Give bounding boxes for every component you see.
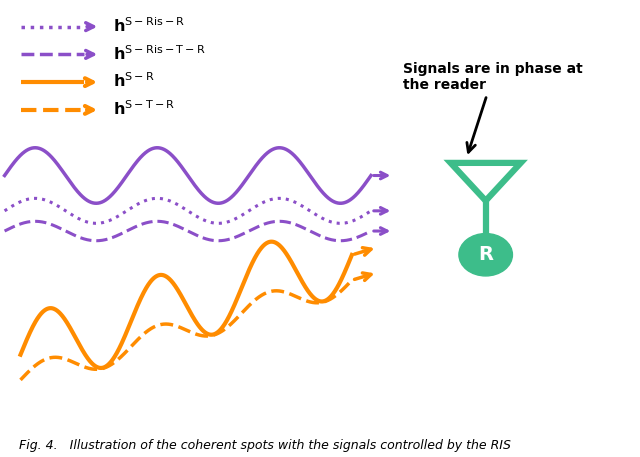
Text: $\mathbf{h}^{\mathrm{S-R}}$: $\mathbf{h}^{\mathrm{S-R}}$: [113, 73, 155, 91]
Text: Fig. 4.   Illustration of the coherent spots with the signals controlled by the : Fig. 4. Illustration of the coherent spo…: [19, 440, 511, 452]
Text: R: R: [478, 245, 493, 264]
Text: $\mathbf{h}^{\mathrm{S-Ris-T-R}}$: $\mathbf{h}^{\mathrm{S-Ris-T-R}}$: [113, 45, 206, 64]
Circle shape: [459, 234, 513, 276]
Text: Signals are in phase at
the reader: Signals are in phase at the reader: [403, 62, 582, 152]
Text: $\mathbf{h}^{\mathrm{S-Ris-R}}$: $\mathbf{h}^{\mathrm{S-Ris-R}}$: [113, 17, 185, 36]
Text: $\mathbf{h}^{\mathrm{S-T-R}}$: $\mathbf{h}^{\mathrm{S-T-R}}$: [113, 101, 175, 119]
Polygon shape: [451, 163, 521, 201]
